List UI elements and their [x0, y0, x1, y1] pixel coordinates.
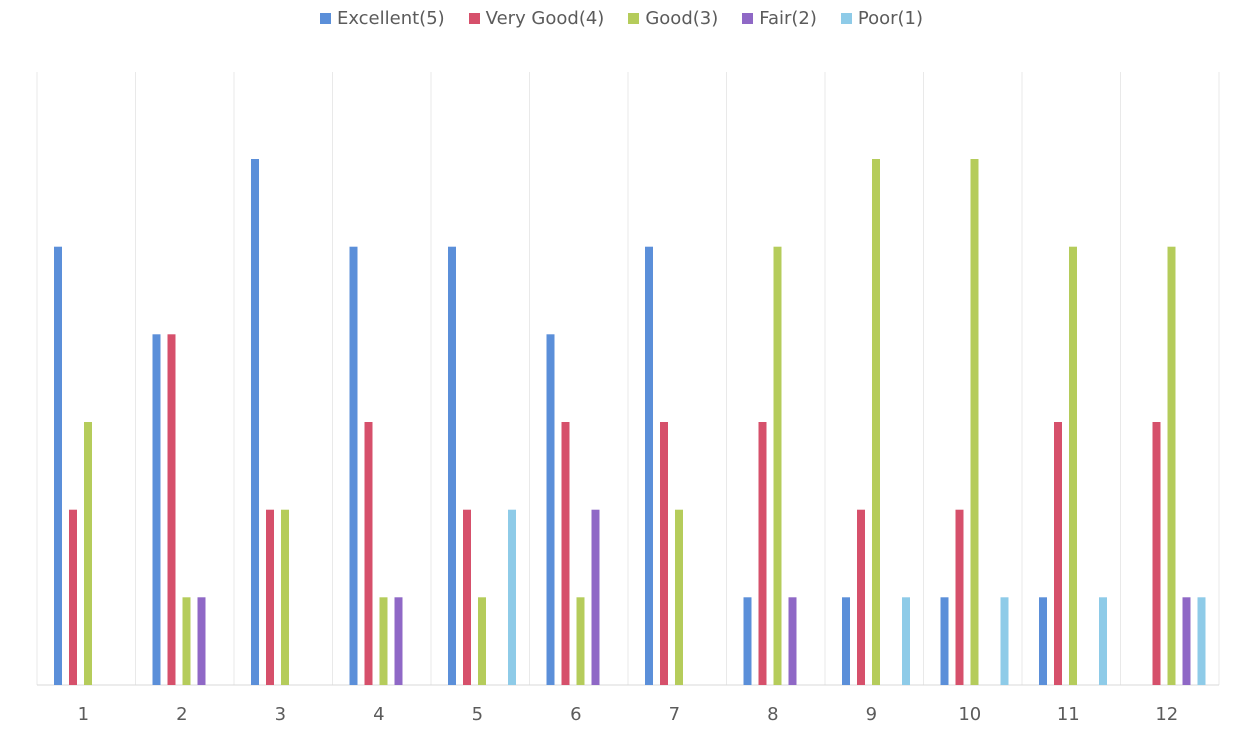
bar — [660, 422, 668, 685]
bar — [1152, 422, 1161, 685]
bar — [872, 159, 880, 685]
legend-swatch — [840, 13, 852, 24]
bar — [940, 597, 949, 685]
bar — [364, 422, 373, 685]
bar — [478, 597, 486, 685]
bar — [591, 509, 600, 685]
bar — [167, 334, 176, 685]
bar — [349, 246, 358, 685]
bar — [69, 509, 77, 685]
x-tick-label: 7 — [669, 704, 680, 725]
chart-legend: Excellent(5) Very Good(4) Good(3) Fair(2) Po… — [0, 8, 1243, 29]
bar — [788, 597, 797, 685]
bar — [561, 422, 570, 685]
bar — [857, 509, 865, 685]
legend-swatch — [319, 13, 331, 24]
bar — [463, 509, 471, 685]
bar — [645, 246, 653, 685]
legend-label: Poor(1) — [857, 8, 924, 29]
bar — [743, 597, 752, 685]
bar — [546, 334, 555, 685]
x-tick-label: 1 — [78, 704, 89, 725]
legend-label: Fair(2) — [759, 8, 817, 29]
bar — [1099, 597, 1107, 685]
bar — [84, 422, 92, 685]
x-tick-label: 5 — [472, 704, 483, 725]
bar — [1000, 597, 1009, 685]
bar — [955, 509, 964, 685]
bar — [508, 509, 516, 685]
bar — [379, 597, 388, 685]
legend-item: Fair(2) — [742, 8, 817, 29]
x-tick-label: 6 — [570, 704, 581, 725]
x-tick-label: 4 — [373, 704, 384, 725]
legend-item: Very Good(4) — [468, 8, 605, 29]
legend-swatch — [468, 13, 480, 24]
bar — [182, 597, 191, 685]
bar — [281, 509, 289, 685]
bar — [266, 509, 274, 685]
x-tick-label: 12 — [1155, 704, 1178, 725]
bar — [1182, 597, 1191, 685]
bar — [970, 159, 979, 685]
bar — [1197, 597, 1206, 685]
bar — [152, 334, 161, 685]
legend-label: Excellent(5) — [336, 8, 445, 29]
x-tick-label: 8 — [767, 704, 778, 725]
bar — [902, 597, 910, 685]
bar — [576, 597, 585, 685]
bar — [1069, 246, 1077, 685]
x-tick-label: 11 — [1057, 704, 1080, 725]
bar — [842, 597, 850, 685]
x-tick-label: 10 — [958, 704, 981, 725]
bar — [1039, 597, 1047, 685]
bar — [251, 159, 259, 685]
legend-label: Very Good(4) — [485, 8, 605, 29]
legend-item: Good(3) — [628, 8, 718, 29]
legend-swatch — [742, 13, 754, 24]
bar — [773, 246, 782, 685]
bar — [1167, 246, 1176, 685]
bar — [197, 597, 206, 685]
bar — [54, 246, 62, 685]
legend-item: Excellent(5) — [319, 8, 445, 29]
x-tick-label: 9 — [866, 704, 877, 725]
x-tick-label: 2 — [176, 704, 187, 725]
x-tick-label: 3 — [275, 704, 286, 725]
bar — [675, 509, 683, 685]
legend-item: Poor(1) — [840, 8, 924, 29]
bar — [448, 246, 456, 685]
bar — [394, 597, 403, 685]
legend-label: Good(3) — [645, 8, 719, 29]
bar — [1054, 422, 1062, 685]
legend-swatch — [628, 13, 640, 24]
bar — [758, 422, 767, 685]
